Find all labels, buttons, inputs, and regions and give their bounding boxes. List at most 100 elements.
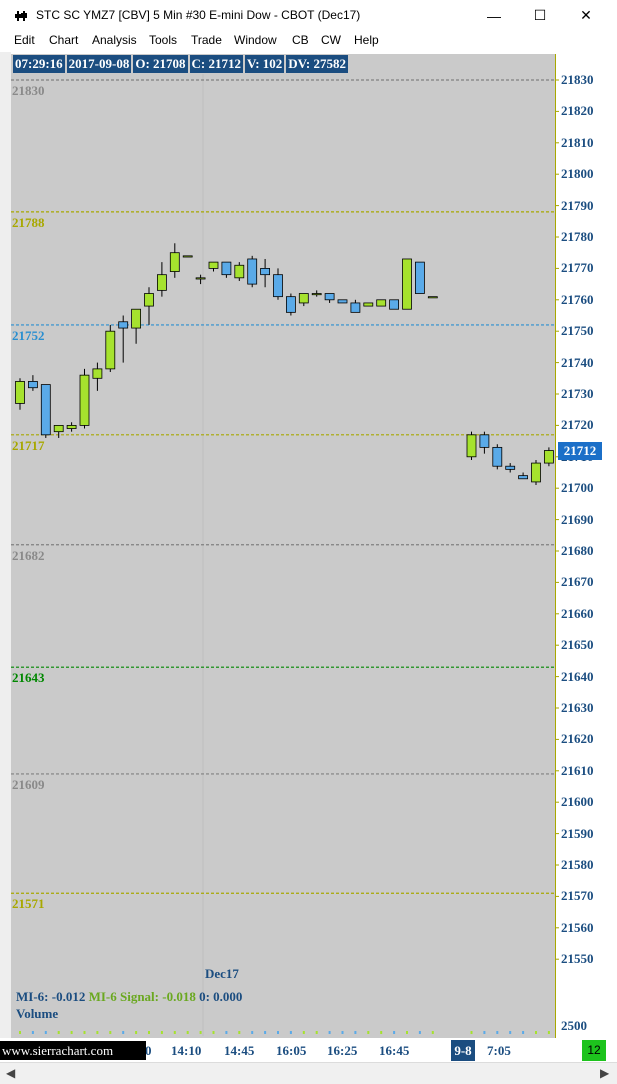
candle-body [27, 381, 38, 389]
price-tick-label: 21670 [561, 574, 594, 590]
volume-bar [238, 1031, 241, 1034]
price-scale[interactable] [555, 54, 607, 1038]
menu-cw[interactable]: CW [321, 33, 341, 47]
menu-help[interactable]: Help [354, 33, 379, 47]
candle-body [144, 293, 154, 307]
candle-body [531, 462, 541, 483]
volume-bar [522, 1031, 525, 1034]
candle-body [169, 252, 180, 272]
volume-bar [277, 1031, 279, 1034]
chart-status-header: 07:29:16 2017-09-08 O: 21708 C: 21712 V:… [13, 55, 350, 73]
menu-window[interactable]: Window [234, 33, 277, 47]
candle-body [131, 308, 142, 329]
candle-body [195, 277, 206, 280]
header-time: 07:29:16 [13, 55, 65, 73]
volume-bar [483, 1031, 486, 1034]
price-tick-label: 21790 [561, 197, 594, 213]
menu-analysis[interactable]: Analysis [92, 33, 137, 47]
menu-trade[interactable]: Trade [191, 33, 222, 47]
volume-bar [122, 1031, 125, 1034]
candle-body [376, 299, 387, 307]
menu-chart[interactable]: Chart [49, 33, 79, 47]
time-label: 16:05 [276, 1043, 307, 1058]
candle-body [208, 261, 219, 269]
menu-cb[interactable]: CB [292, 33, 309, 47]
maximize-icon: ☐ [533, 7, 547, 23]
volume-bar [251, 1031, 254, 1034]
date-badge: 9-8 [451, 1040, 475, 1061]
candle-body [273, 274, 283, 298]
price-tick-label: 21830 [561, 72, 594, 87]
time-label: 0 [145, 1043, 152, 1058]
volume-bar [173, 1031, 176, 1034]
price-tick-label: 21760 [561, 291, 594, 307]
price-tick-label: 21590 [561, 825, 594, 841]
candle-body [118, 321, 129, 329]
volume-bar [83, 1031, 86, 1034]
price-tick-label: 21580 [561, 857, 594, 872]
volume-bar [57, 1031, 60, 1034]
volume-bar [264, 1031, 267, 1034]
candle-body [53, 424, 64, 433]
candle-body [337, 299, 348, 304]
minimize-button[interactable]: — [471, 0, 517, 31]
volume-bar [509, 1031, 512, 1034]
bar-count-badge: 12 [582, 1040, 606, 1061]
price-tick-label: 21700 [561, 480, 594, 496]
candle-body [414, 261, 425, 294]
level-label: 21571 [12, 896, 45, 912]
volume-bar [44, 1031, 47, 1034]
header-daily-volume: DV: 27582 [286, 55, 348, 73]
candle-body [466, 434, 477, 458]
session-label: Dec17 [205, 966, 239, 981]
horizontal-scrollbar[interactable]: ◀ ▶ [0, 1062, 617, 1084]
volume-bar [547, 1031, 550, 1034]
scroll-right-icon[interactable]: ▶ [600, 1066, 610, 1080]
candle-body [285, 296, 296, 313]
window-title: STC SC YMZ7 [CBV] 5 Min #30 E-mini Dow -… [36, 8, 361, 22]
level-label: 21682 [12, 547, 45, 563]
price-tick-label: 21730 [561, 386, 594, 401]
header-open: O: 21708 [133, 55, 188, 73]
time-label: 14:45 [224, 1043, 255, 1058]
close-button[interactable]: ✕ [563, 0, 609, 31]
volume-bar [289, 1031, 292, 1034]
header-volume: V: 102 [245, 55, 285, 73]
time-label: 16:25 [327, 1043, 358, 1058]
menu-edit[interactable]: Edit [14, 33, 35, 47]
scroll-left-icon[interactable]: ◀ [6, 1066, 16, 1080]
menu-tools[interactable]: Tools [149, 33, 178, 47]
chart-plot-area[interactable] [11, 54, 555, 1038]
price-tick-label: 21640 [561, 668, 594, 684]
candle-body [66, 424, 77, 429]
volume-bar [96, 1031, 99, 1034]
volume-bar [225, 1031, 228, 1034]
candle-body [505, 465, 516, 470]
volume-bar [470, 1031, 473, 1034]
candle-body [544, 450, 554, 464]
close-icon: ✕ [580, 7, 592, 23]
maximize-button[interactable]: ☐ [517, 0, 563, 31]
candle-body [182, 255, 193, 258]
candle-body [479, 434, 490, 448]
price-tick-label: 21720 [561, 417, 594, 433]
candle-body [427, 296, 438, 299]
time-label: 16:45 [379, 1043, 410, 1058]
candle-body [324, 293, 335, 301]
menu-bar: Edit Chart Analysis Tools Trade Window C… [0, 31, 617, 52]
sierrachart-watermark: www.sierrachart.com [0, 1041, 146, 1060]
candle-body [311, 293, 322, 296]
candle-body [79, 374, 90, 426]
volume-bar [535, 1031, 537, 1034]
zero-line-value: 0: 0.000 [199, 989, 243, 1004]
price-tick-label: 21660 [561, 605, 594, 621]
price-tick-label: 21620 [561, 731, 594, 747]
volume-bar [19, 1031, 21, 1034]
candle-body [518, 475, 528, 480]
volume-bar [406, 1031, 408, 1034]
volume-bar [109, 1031, 112, 1034]
volume-bar [341, 1031, 344, 1034]
volume-bar [212, 1031, 215, 1034]
volume-bar [380, 1031, 383, 1034]
